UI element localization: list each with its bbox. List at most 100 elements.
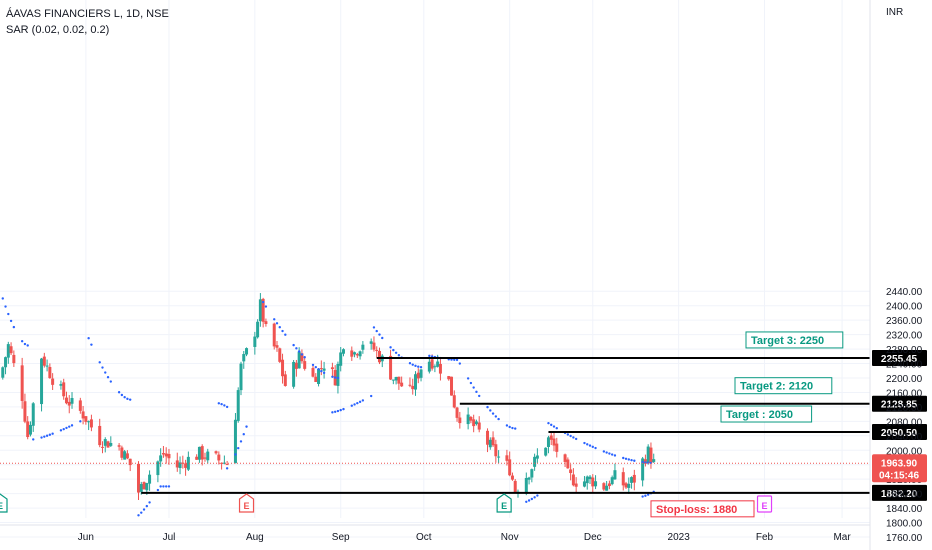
candle-body <box>552 438 556 446</box>
candle-body <box>524 477 528 494</box>
sar-dot <box>220 402 223 406</box>
candle-body <box>272 323 276 347</box>
candle-body <box>355 354 359 356</box>
sar-dot <box>234 453 237 456</box>
sar-dot <box>79 420 82 423</box>
sar-dot <box>475 390 478 394</box>
candle-body <box>164 453 168 457</box>
candle-body <box>98 425 102 446</box>
candle-body <box>394 376 398 381</box>
sar-dot <box>156 488 160 492</box>
candle-body <box>438 363 442 374</box>
sar-dot <box>336 409 340 413</box>
target-1-label-box <box>720 405 813 423</box>
x-tick-label: Aug <box>246 532 264 543</box>
sar-dot <box>375 329 378 333</box>
candle-body <box>239 363 243 391</box>
candle-body <box>477 422 481 430</box>
candle-body <box>533 456 537 467</box>
candle-body <box>591 477 595 487</box>
sar-dot <box>608 452 611 455</box>
candle-body <box>472 419 476 427</box>
x-tick-label: Mar <box>833 532 851 543</box>
candle-body <box>178 462 182 468</box>
candle-body <box>588 476 592 480</box>
sar-dot <box>320 369 323 373</box>
sar-dot <box>159 485 162 488</box>
sar-dot <box>1 297 4 300</box>
candle-body <box>358 351 362 357</box>
y-tick-label: 2040.00 <box>886 432 923 443</box>
stop-loss-price-label: 1882.20 <box>881 489 918 500</box>
sar-dot <box>314 365 317 369</box>
sar-dot <box>536 494 539 497</box>
sar-dot <box>339 408 342 412</box>
earnings-event-icon[interactable] <box>496 493 512 513</box>
candle-body <box>20 365 24 401</box>
candle-body <box>361 344 365 350</box>
y-tick-label: 2440.00 <box>886 287 923 298</box>
candle-body <box>369 341 373 344</box>
indicator-label[interactable]: SAR (0.02, 0.02, 0.2) <box>6 24 110 36</box>
x-tick-label: Feb <box>756 532 774 543</box>
sar-dot <box>333 376 337 379</box>
stop-loss-label-box <box>650 500 755 518</box>
chart-legend: ÁAVAS FINANCIERS L, 1D, NSE SAR (0.02, 0… <box>6 6 169 38</box>
sar-dot <box>225 467 229 470</box>
candle-body <box>84 416 88 422</box>
sar-dot <box>43 435 46 438</box>
candle-body <box>317 368 321 384</box>
candle-body <box>40 358 44 405</box>
candle-body <box>563 454 567 462</box>
sar-dot <box>281 329 284 333</box>
candle-body <box>181 462 185 464</box>
candle-body <box>646 446 650 464</box>
candle-body <box>253 336 257 347</box>
candle-body <box>242 354 246 362</box>
candle-body <box>450 376 454 396</box>
earnings-event-icon[interactable] <box>0 493 8 513</box>
sar-dot <box>450 358 453 361</box>
candle-body <box>217 454 221 461</box>
candle-body <box>81 411 85 419</box>
sar-dot <box>148 501 151 504</box>
current-price-label: 1963.90 <box>881 458 918 469</box>
candle-body <box>117 445 121 447</box>
symbol-title[interactable]: ÁAVAS FINANCIERS L, 1D, NSE <box>6 8 169 20</box>
sar-dot <box>497 417 500 421</box>
candle-body <box>120 447 124 458</box>
candle-body <box>452 395 456 408</box>
earnings-event-icon[interactable] <box>756 495 773 513</box>
candle-body <box>400 382 404 387</box>
sar-dot <box>372 326 376 329</box>
sar-dot <box>20 340 24 343</box>
target-2-label: Target 2: 2120 <box>740 381 813 393</box>
candle-body <box>214 451 218 454</box>
target-3-price-badge <box>872 349 927 366</box>
sar-dot <box>9 319 13 323</box>
candle-body <box>59 384 63 386</box>
y-tick-label: 2240.00 <box>886 360 923 371</box>
sar-dot <box>106 375 110 379</box>
y-tick-label: 2120.00 <box>886 403 923 414</box>
event-markers[interactable]: EEEE <box>0 493 773 513</box>
candle-body <box>275 345 279 348</box>
candle-body <box>142 482 146 490</box>
earnings-event-icon[interactable] <box>238 493 255 513</box>
sar-dot <box>311 363 315 367</box>
sar-dot <box>591 445 594 449</box>
sar-dot <box>494 415 498 418</box>
candle-body <box>491 437 495 446</box>
candle-body <box>389 355 393 380</box>
x-tick-label: Nov <box>501 532 519 543</box>
sar-dot <box>525 500 528 503</box>
candle-body <box>278 348 282 362</box>
sar-dot <box>51 432 54 435</box>
sar-dot <box>552 425 556 428</box>
sar-dot <box>62 427 65 431</box>
sar-dot <box>574 437 578 441</box>
sar-dot <box>245 425 248 428</box>
y-tick-label: 2200.00 <box>886 374 923 385</box>
